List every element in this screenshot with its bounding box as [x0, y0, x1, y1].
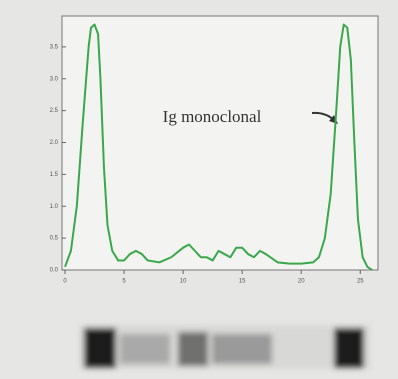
- annotation: Ig monoclonal: [163, 107, 262, 126]
- x-tick-label: 25: [357, 279, 364, 285]
- x-tick-label: 0: [63, 279, 67, 285]
- y-tick-label: 1.5: [50, 172, 59, 178]
- x-tick-label: 15: [239, 279, 246, 285]
- x-tick-label: 10: [180, 279, 187, 285]
- y-tick-label: 2.5: [50, 108, 59, 114]
- gel-strip: [80, 325, 370, 369]
- y-tick-label: 3.5: [50, 44, 59, 50]
- screenshot: Ig monoclonal 0.0 0.5 1.0 1.5 2.0 2.5 3.0 3.5 0 5…: [0, 0, 398, 379]
- y-tick-label: 0.5: [50, 236, 59, 242]
- chart: Ig monoclonal 0.0 0.5 1.0 1.5 2.0 2.5 3.0 3.5 0 5…: [0, 0, 398, 379]
- x-tick-label: 5: [122, 279, 126, 285]
- y-tick-label: 2.0: [50, 140, 59, 146]
- x-tick-label: 20: [298, 279, 305, 285]
- y-tick-label: 1.0: [50, 204, 59, 210]
- y-tick-label: 3.0: [50, 76, 59, 82]
- y-tick-label: 0.0: [50, 268, 59, 274]
